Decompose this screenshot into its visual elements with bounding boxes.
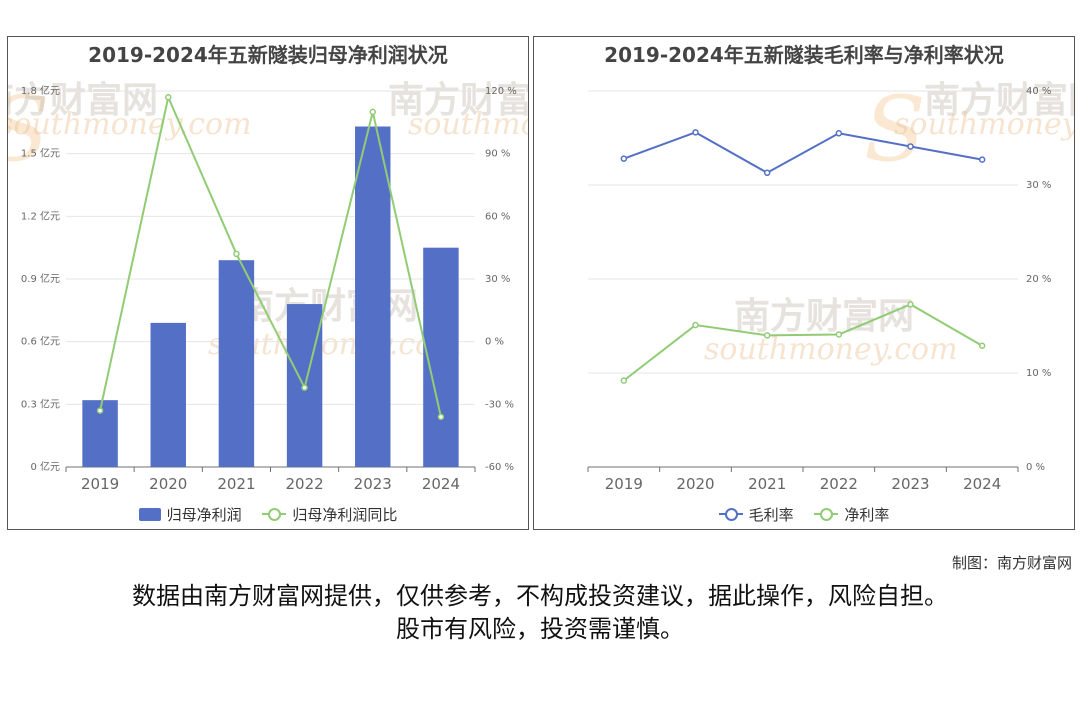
legend-item-net-profit-yoy[interactable]: 归母净利润同比	[262, 504, 397, 525]
watermark-url: southmoney.com	[704, 332, 958, 367]
x-tick-label: 2019	[605, 475, 643, 493]
data-point-net-margin	[620, 377, 628, 384]
y-left-tick-label: 1.8 亿元	[21, 84, 60, 97]
series-line-yoy	[99, 94, 442, 418]
y-right-tick-label: -60 %	[485, 462, 514, 473]
y-left-tick-label: 0.6 亿元	[21, 335, 60, 348]
y-right-tick-label: 20 %	[1026, 274, 1051, 285]
data-point-yoy	[165, 94, 172, 101]
watermark-url: southmoney.com	[408, 107, 529, 142]
left-chart-title: 2019-2024年五新隧装归母净利润状况	[88, 43, 448, 67]
legend-line-swatch	[814, 507, 839, 521]
y-left-tick-label: 0.3 亿元	[21, 397, 60, 410]
y-right-tick-label: 120 %	[485, 86, 517, 97]
bar	[355, 126, 391, 467]
bar	[218, 260, 255, 467]
legend-label: 毛利率	[748, 505, 794, 524]
disclaimer-line-1: 数据由南方财富网提供，仅供参考，不构成投资建议，据此操作，风险自担。	[132, 582, 948, 610]
watermark-brand: 南方财富网	[8, 80, 159, 121]
watermark-brand: 南方财富网	[924, 80, 1074, 121]
x-tick-label: 2024	[963, 475, 1001, 493]
legend-item-net-margin[interactable]: 净利率	[814, 504, 889, 525]
watermark-url: southmoney.com	[7, 107, 252, 142]
data-point-net-margin	[835, 331, 843, 338]
left-chart-legend: 归母净利润 归母净利润同比	[8, 504, 528, 526]
series-line-gross-margin	[623, 131, 983, 174]
disclaimer-line-2: 股市有风险，投资需谨慎。	[396, 615, 684, 643]
legend-line-swatch	[262, 507, 287, 521]
y-right-tick-label: 10 %	[1026, 368, 1051, 379]
x-tick-label: 2022	[820, 475, 858, 493]
x-tick-label: 2021	[748, 475, 786, 493]
watermark-url: southmoney.com	[894, 107, 1075, 142]
disclaimer: 数据由南方财富网提供，仅供参考，不构成投资建议，据此操作，风险自担。 股市有风险…	[0, 580, 1080, 646]
data-point-net-margin	[978, 342, 986, 349]
bar	[423, 247, 459, 467]
x-tick-label: 2020	[149, 475, 187, 493]
x-tick-label: 2020	[676, 475, 714, 493]
series-line-net-margin	[623, 303, 983, 382]
y-left-tick-label: 0.9 亿元	[21, 272, 60, 285]
y-right-tick-label: 0 %	[1026, 462, 1045, 473]
y-right-tick-label: 40 %	[1026, 86, 1051, 97]
data-point-gross-margin	[692, 129, 699, 136]
y-right-tick-label: 0 %	[485, 337, 504, 348]
chart-credit: 制图：南方财富网	[951, 554, 1072, 572]
y-left-tick-label: 0 亿元	[30, 460, 60, 473]
x-tick-label: 2023	[354, 475, 392, 493]
left-chart-plot: 0 亿元 -60 % 0.3 亿元 -30 % 0.6 亿元 0 % 0.9 亿元 30 % 1…	[21, 84, 517, 493]
data-point-net-margin	[907, 301, 914, 308]
legend-bar-swatch	[138, 508, 161, 521]
y-right-tick-label: 30 %	[1026, 180, 1051, 191]
bar	[150, 322, 186, 467]
right-chart-panel: S 南方财富网 southmoney.com 南方财富网 southmoney.…	[533, 36, 1075, 530]
right-chart-title: 2019-2024年五新隧装毛利率与净利率状况	[604, 43, 1004, 67]
legend-label: 归母净利润	[166, 506, 242, 524]
x-tick-label: 2024	[422, 475, 460, 493]
left-chart-panel: S 南方财富网 southmoney.com 南方财富网 southmoney.…	[7, 36, 529, 530]
right-chart-plot: 0 % 10 % 20 % 30 % 40 % 2019 2020 2021 2022 2023 2…	[587, 86, 1051, 493]
x-tick-label: 2019	[81, 475, 119, 493]
legend-item-gross-margin[interactable]: 毛利率	[718, 504, 794, 525]
right-chart-legend: 毛利率 净利率	[534, 504, 1074, 526]
x-tick-label: 2023	[891, 475, 929, 493]
data-point-yoy	[96, 407, 104, 414]
watermark-brand: 南方财富网	[388, 80, 529, 121]
legend-label: 归母净利润同比	[292, 505, 398, 524]
x-tick-label: 2021	[217, 475, 255, 493]
data-point-net-margin	[692, 321, 699, 329]
y-right-tick-label: 60 %	[485, 211, 510, 222]
data-point-yoy	[233, 250, 240, 258]
data-point-gross-margin	[907, 143, 914, 150]
y-right-tick-label: 90 %	[485, 149, 510, 160]
data-point-yoy	[369, 108, 376, 116]
legend-line-swatch	[718, 507, 743, 521]
y-left-tick-label: 1.5 亿元	[21, 147, 60, 160]
data-point-net-margin	[763, 332, 771, 339]
legend-item-net-profit[interactable]: 归母净利润	[138, 504, 242, 525]
y-left-tick-label: 1.2 亿元	[21, 209, 60, 222]
data-point-gross-margin	[978, 156, 986, 163]
y-right-tick-label: 30 %	[485, 274, 510, 285]
data-point-yoy	[301, 384, 308, 391]
data-point-gross-margin	[835, 130, 843, 137]
data-point-yoy	[437, 413, 445, 421]
x-tick-label: 2022	[285, 475, 323, 493]
data-point-gross-margin	[763, 169, 771, 177]
legend-label: 净利率	[844, 505, 890, 524]
data-point-gross-margin	[620, 155, 628, 162]
y-right-tick-label: -30 %	[485, 399, 514, 410]
